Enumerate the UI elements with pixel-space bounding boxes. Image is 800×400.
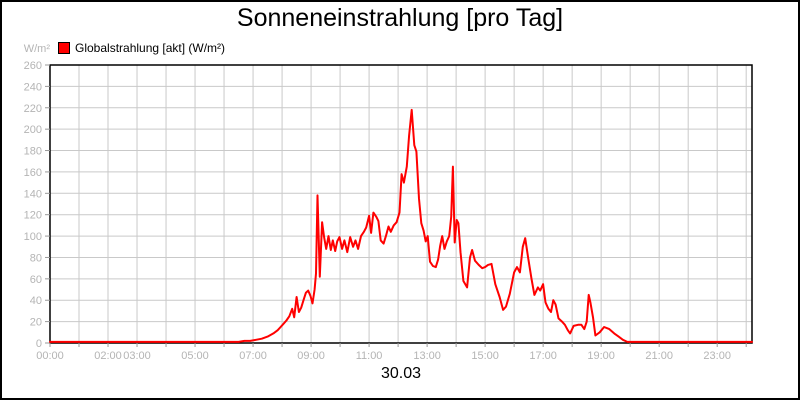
- x-tick-label: 21:00: [645, 350, 673, 362]
- y-tick-label: 220: [24, 103, 42, 115]
- x-tick-label: 19:00: [587, 350, 615, 362]
- y-tick-label: 140: [24, 188, 42, 200]
- x-tick-label: 17:00: [529, 350, 557, 362]
- chart-title: Sonneneinstrahlung [pro Tag]: [236, 4, 564, 32]
- legend-swatch-icon: [58, 42, 70, 54]
- y-tick-labels: 0 20 40 60 80 100 120 140 160 180 200 220 240 260: [24, 60, 42, 350]
- y-tick-label: 160: [24, 167, 42, 179]
- tick-marks: [45, 64, 747, 347]
- y-tick-label: 120: [24, 210, 42, 222]
- series-line-globalstrahlung: [49, 108, 753, 343]
- x-tick-label: 23:00: [703, 350, 731, 362]
- y-tick-label: 260: [24, 60, 42, 72]
- y-tick-label: 240: [24, 81, 42, 93]
- x-tick-labels: 00:00 02:00 03:00 05:00 07:00 09:00 11:00 13:00…: [36, 350, 731, 362]
- legend: Globalstrahlung [akt] (W/m²): [58, 41, 225, 55]
- y-tick-label: 60: [30, 274, 42, 286]
- x-tick-label: 05:00: [181, 350, 209, 362]
- x-tick-label: 03:00: [123, 350, 151, 362]
- x-tick-label: 00:00: [36, 350, 64, 362]
- x-tick-label: 15:00: [471, 350, 499, 362]
- x-tick-label: 02:00: [94, 350, 122, 362]
- x-tick-label: 09:00: [297, 350, 325, 362]
- x-axis-date-label: 30.03: [380, 365, 422, 382]
- y-tick-label: 100: [24, 231, 42, 243]
- y-tick-label: 20: [30, 317, 42, 329]
- y-tick-label: 40: [30, 295, 42, 307]
- y-axis-unit-label: W/m²: [23, 43, 50, 55]
- y-tick-label: 180: [24, 146, 42, 158]
- x-tick-label: 07:00: [239, 350, 267, 362]
- y-tick-label: 0: [36, 338, 42, 350]
- x-tick-label: 13:00: [413, 350, 441, 362]
- plot-border: [49, 64, 753, 344]
- legend-label: Globalstrahlung [akt] (W/m²): [75, 41, 226, 55]
- y-tick-label: 80: [30, 252, 42, 264]
- y-tick-label: 200: [24, 124, 42, 136]
- x-tick-label: 11:00: [356, 350, 383, 362]
- gridlines: [50, 65, 752, 343]
